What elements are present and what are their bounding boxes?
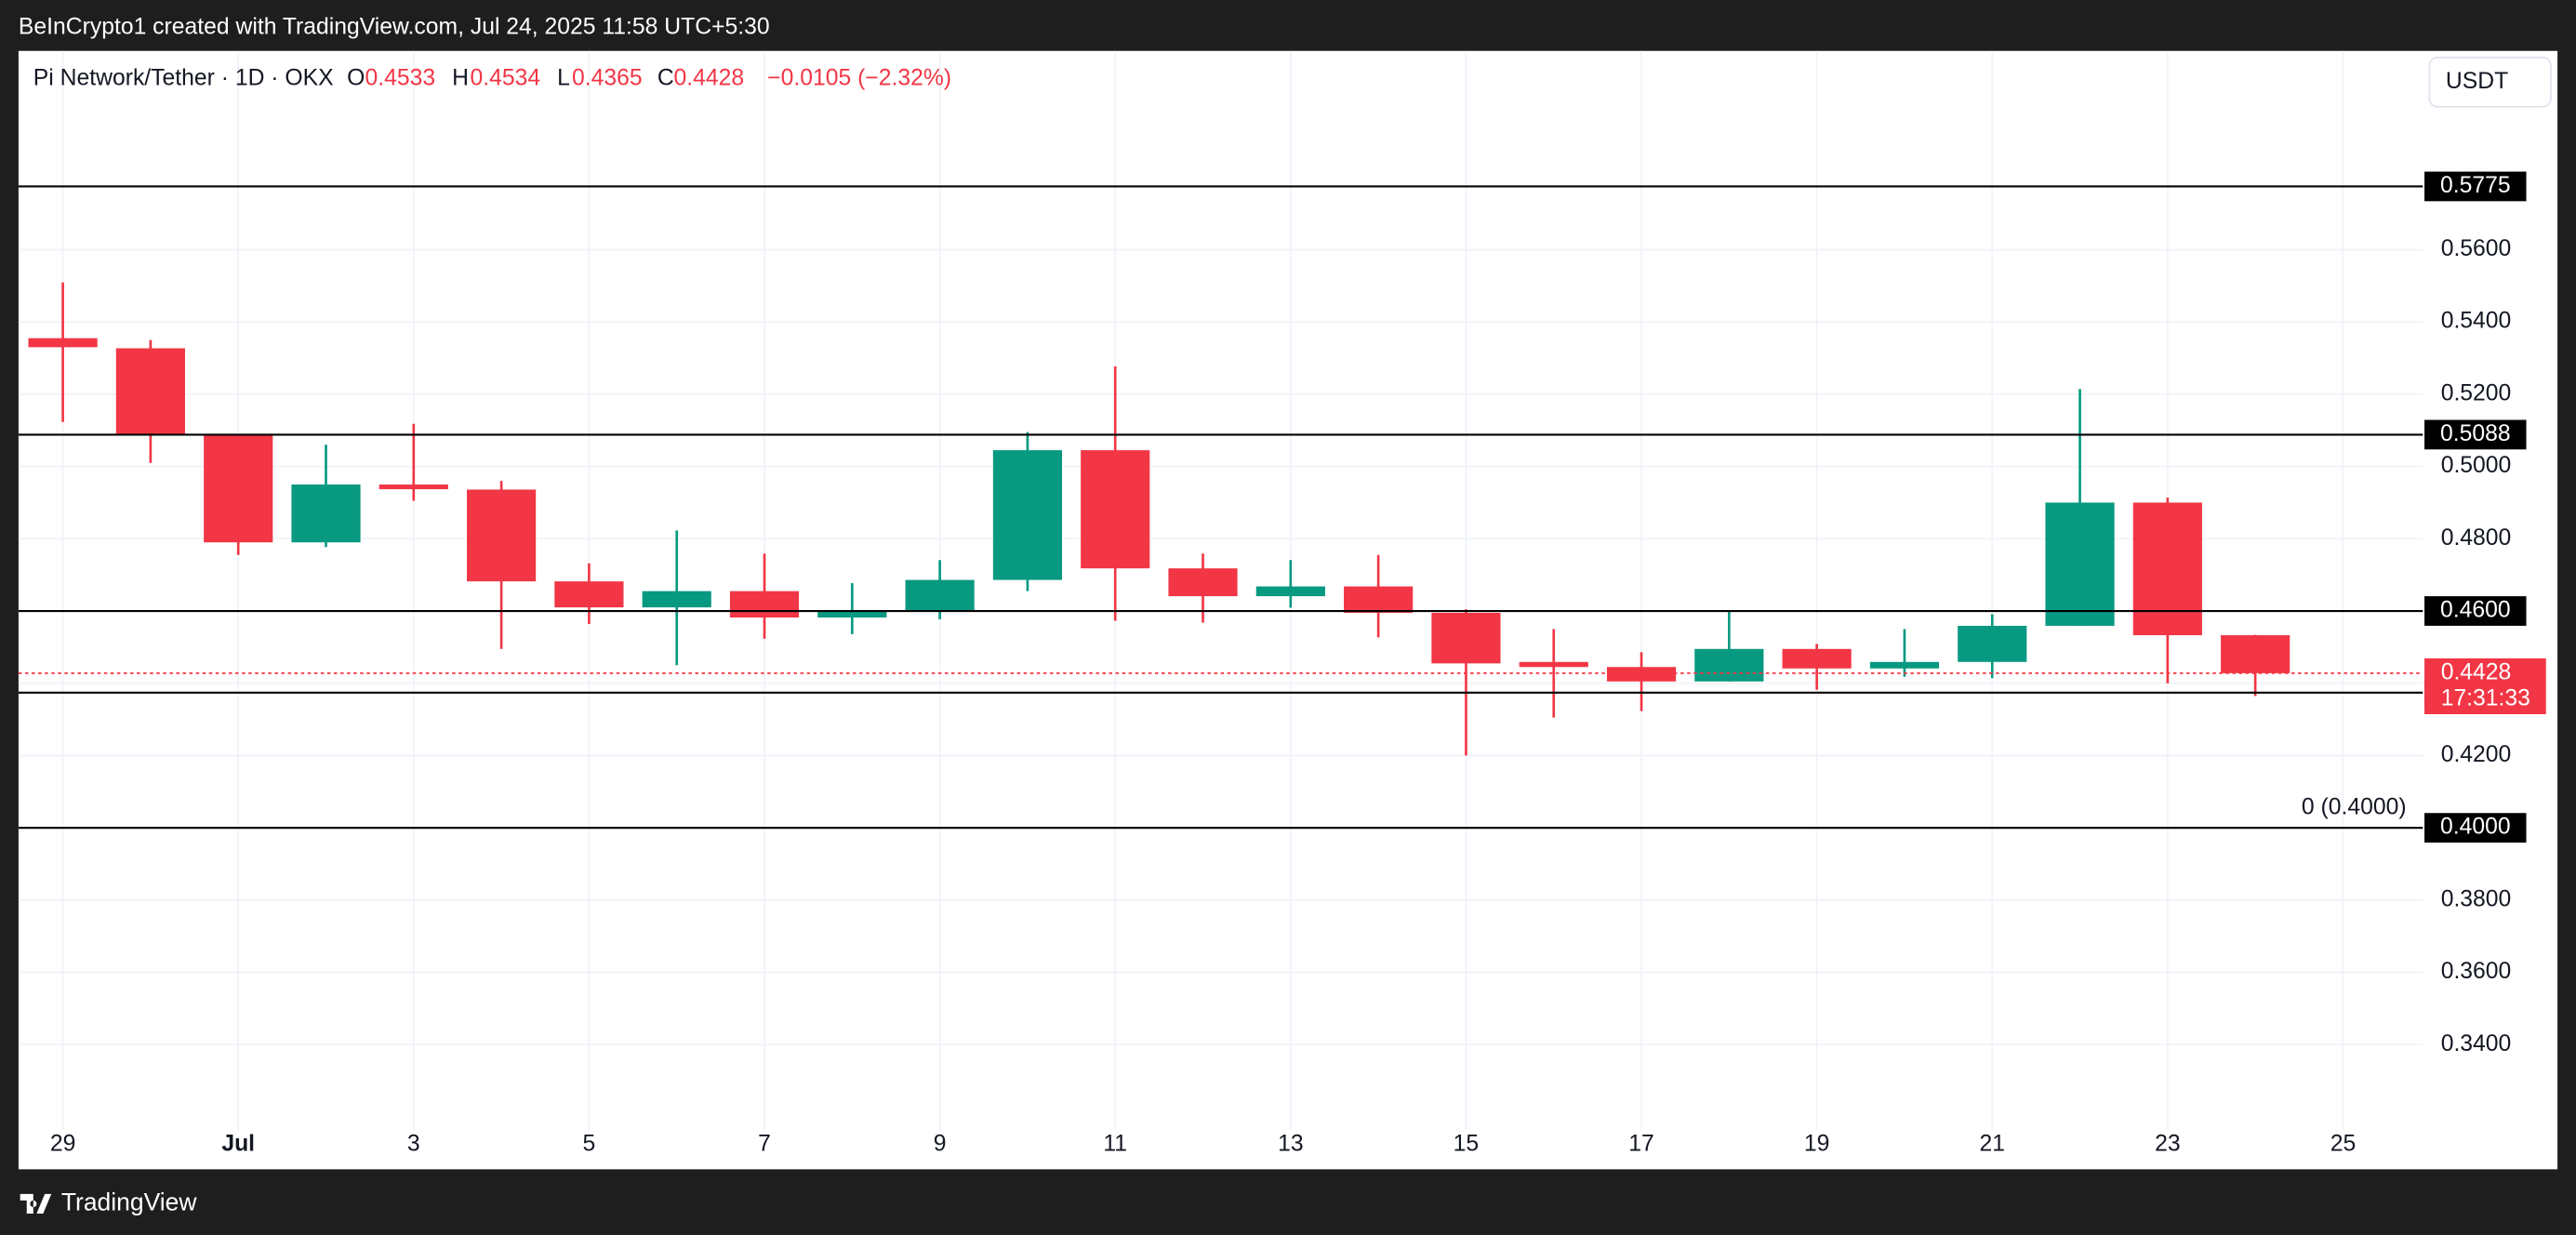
candle-body <box>2221 635 2291 673</box>
labels: 0.34000.36000.38000.40000.42000.44000.46… <box>50 171 2546 1156</box>
x-tick-label: 5 <box>583 1131 596 1156</box>
level-text: 0 (0.4000) <box>2302 794 2407 819</box>
x-tick-label: 15 <box>1454 1131 1480 1156</box>
x-tick-label: 23 <box>2155 1131 2181 1156</box>
candle-body <box>817 611 887 618</box>
candle-body <box>1869 661 1940 669</box>
x-tick-label: 25 <box>2330 1131 2357 1156</box>
level-label-box <box>2424 813 2527 843</box>
candle-body <box>554 581 624 608</box>
x-tick-label: 11 <box>1103 1131 1127 1156</box>
level-label-box <box>2424 596 2527 626</box>
y-tick-label: 0.3600 <box>2441 959 2512 984</box>
x-tick-label: 21 <box>1979 1131 2005 1156</box>
candle-body <box>1168 568 1238 597</box>
legend-high-label: H <box>452 65 469 90</box>
logo <box>20 1193 52 1215</box>
candle-body <box>2045 502 2115 626</box>
legend-low: 0.4365 <box>572 65 643 90</box>
legend-open-label: O <box>347 65 365 90</box>
marks <box>18 185 2423 830</box>
legend-low-label: L <box>557 65 570 90</box>
candle-body <box>1694 648 1764 682</box>
candle-body <box>2132 502 2202 636</box>
currency-box[interactable] <box>2428 56 2552 108</box>
candle-body <box>291 485 361 543</box>
last-price-countdown: 17:31:33 <box>2441 686 2530 711</box>
last-price-label: 0.4428 <box>2441 659 2512 684</box>
candle-body <box>1344 586 1414 613</box>
candle-body <box>992 450 1063 580</box>
legend-close: 0.4428 <box>674 65 745 90</box>
candle-body <box>642 591 711 608</box>
candle-body <box>1081 450 1150 569</box>
candle-body <box>467 489 537 582</box>
candle-body <box>905 579 975 612</box>
candle-body <box>1431 612 1501 664</box>
x-tick-label: 3 <box>407 1131 420 1156</box>
y-tick-label: 0.3800 <box>2441 886 2512 911</box>
level-label: 0.5088 <box>2440 421 2511 446</box>
y-tick-label: 0.4800 <box>2441 525 2512 551</box>
level-label: 0.5775 <box>2440 173 2511 198</box>
candle-body <box>115 348 185 436</box>
y-tick-label: 0.4200 <box>2441 742 2512 767</box>
candle-body <box>204 435 273 543</box>
candle-body <box>1782 648 1852 669</box>
legend-high: 0.4534 <box>471 65 541 90</box>
y-tick-label: 0.5600 <box>2441 236 2512 261</box>
level-label-box <box>2424 419 2527 450</box>
brand: TradingView <box>61 1188 198 1215</box>
candle-body <box>1519 661 1588 668</box>
x-tick-label: Jul <box>221 1131 255 1156</box>
x-tick-label: 9 <box>934 1131 947 1156</box>
level-label: 0.4000 <box>2440 815 2511 840</box>
x-tick-label: 17 <box>1628 1131 1654 1156</box>
candle-body <box>1958 625 2027 662</box>
x-tick-label: 7 <box>758 1131 771 1156</box>
candle-body <box>1606 667 1677 682</box>
legend-change: −0.0105 (−2.32%) <box>767 65 951 90</box>
y-tick-label: 0.5000 <box>2441 453 2512 478</box>
chart-title: Pi Network/Tether · 1D · OKX <box>33 65 334 90</box>
legend-open: 0.4533 <box>365 65 436 90</box>
x-tick-label: 19 <box>1804 1131 1830 1156</box>
y-tick-label: 0.5200 <box>2441 380 2512 405</box>
candle-body <box>28 338 98 348</box>
level-label-box <box>2424 171 2527 202</box>
x-tick-label: 29 <box>50 1131 75 1156</box>
candle-body <box>378 485 448 490</box>
candle-body <box>729 591 800 618</box>
caption: BeInCrypto1 created with TradingView.com… <box>19 15 770 40</box>
last-price-box <box>2424 657 2546 714</box>
x-tick-label: 13 <box>1278 1131 1303 1156</box>
legend-close-label: C <box>657 65 674 90</box>
y-tick-label: 0.3400 <box>2441 1031 2512 1056</box>
candle-body <box>1255 586 1325 597</box>
level-label: 0.4600 <box>2440 598 2511 623</box>
y-tick-label: 0.5400 <box>2441 309 2512 334</box>
currency[interactable]: USDT <box>2446 69 2508 94</box>
